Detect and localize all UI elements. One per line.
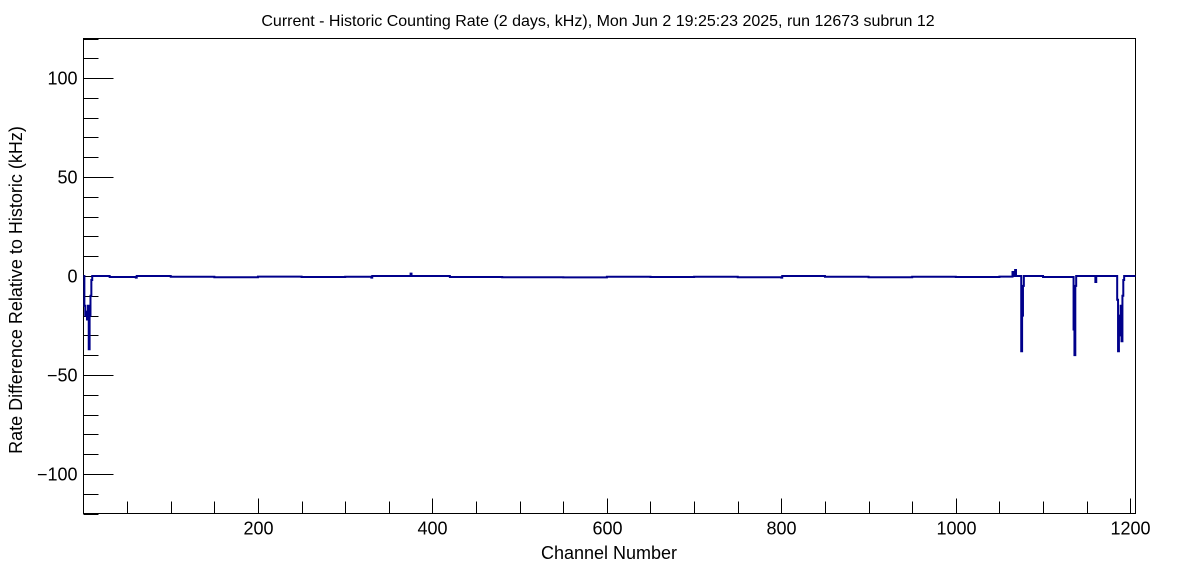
x-tick-label: 1200 [1110,519,1150,539]
x-axis-label: Channel Number [541,543,677,563]
x-tick-label: 600 [592,519,622,539]
x-tick-label: 1000 [936,519,976,539]
x-tick-label: 200 [243,519,273,539]
chart-title: Current - Historic Counting Rate (2 days… [261,13,934,30]
y-tick-label: 0 [67,267,77,287]
y-tick-label: −100 [37,465,78,485]
y-axis-label: Rate Difference Relative to Historic (kH… [6,126,26,454]
x-tick-label: 400 [417,519,447,539]
series-line [83,269,1136,357]
x-axis: 200 400 600 800 1000 1200 [127,498,1151,539]
y-tick-label: −50 [47,366,78,386]
y-axis: −100 −50 0 50 100 [37,39,114,515]
y-tick-label: 100 [47,69,77,89]
y-tick-label: 50 [57,168,77,188]
x-tick-label: 800 [766,519,796,539]
